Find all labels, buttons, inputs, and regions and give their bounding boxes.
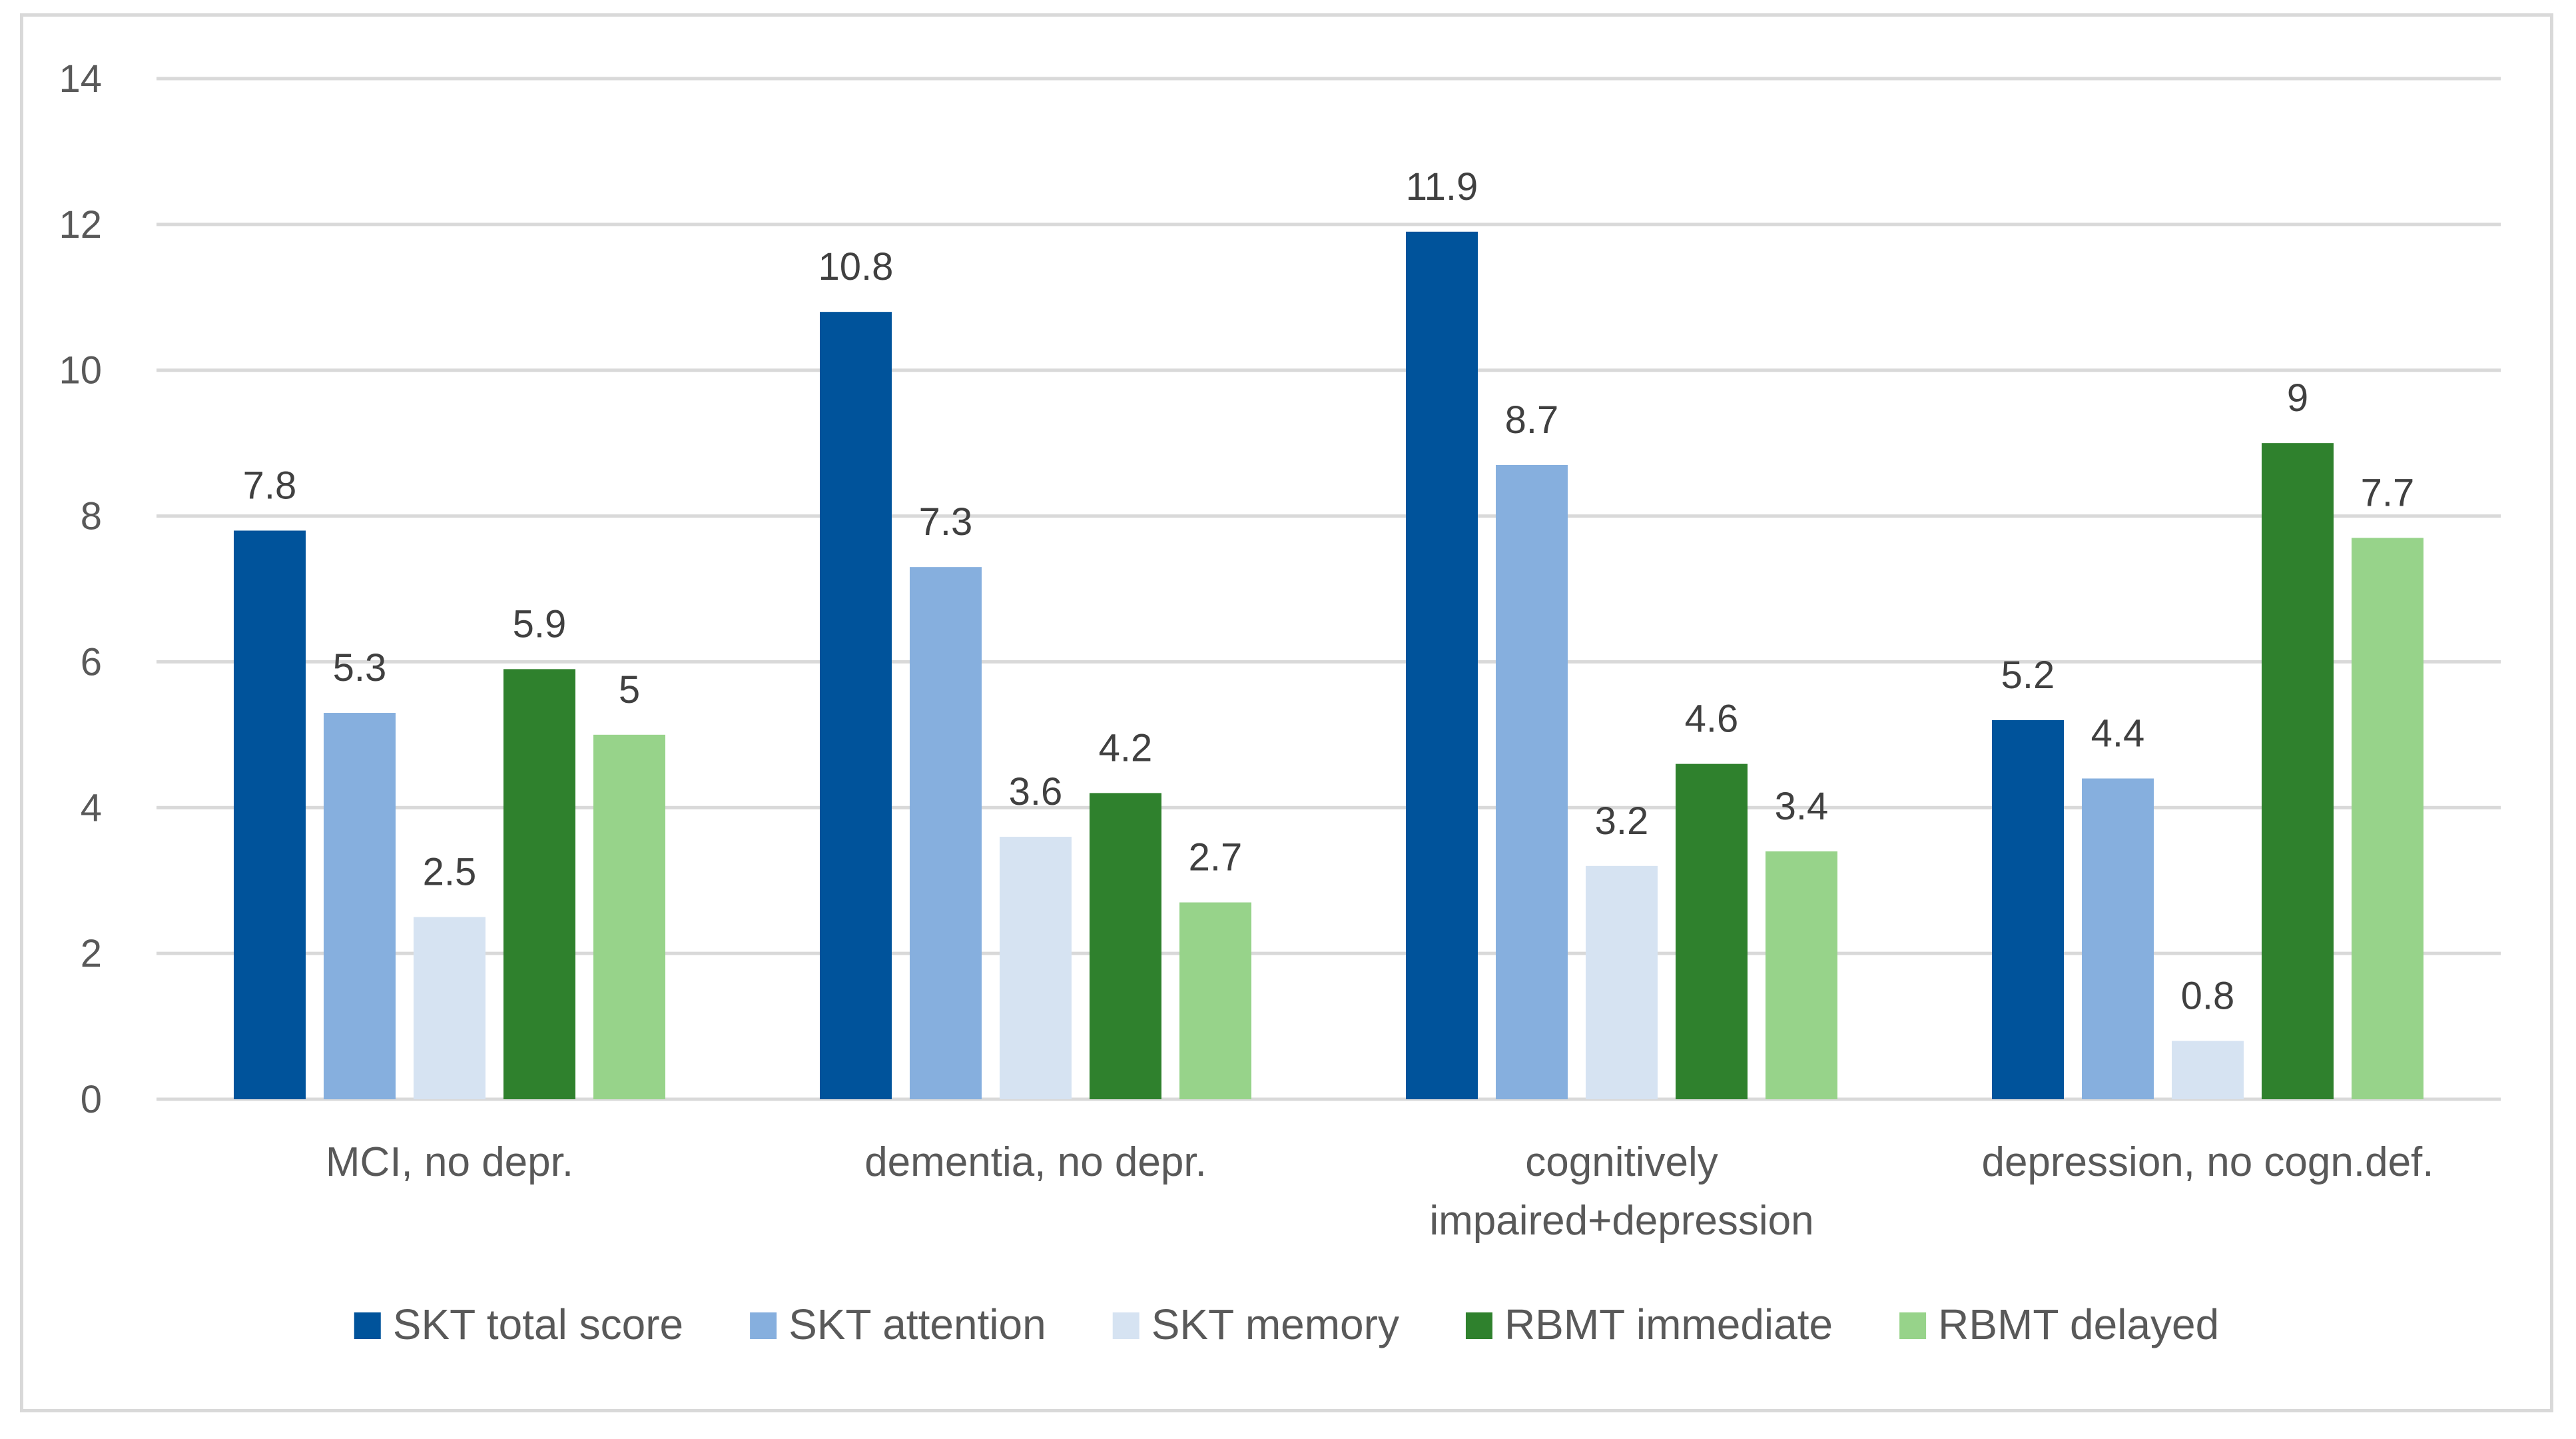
y-tick-label: 8 xyxy=(81,495,102,538)
legend-item: SKT memory xyxy=(1112,1300,1399,1348)
bar xyxy=(324,713,396,1099)
data-label: 8.7 xyxy=(1505,398,1559,442)
bar xyxy=(910,567,982,1099)
legend-swatch xyxy=(1112,1312,1139,1339)
data-label: 3.4 xyxy=(1775,785,1829,828)
x-category-label: MCI, no depr. xyxy=(326,1139,573,1185)
data-label: 7.8 xyxy=(243,464,297,507)
bar xyxy=(1766,851,1837,1099)
bar xyxy=(820,312,892,1100)
legend-swatch xyxy=(1899,1312,1927,1339)
data-label: 7.7 xyxy=(2361,471,2415,514)
legend-item: RBMT delayed xyxy=(1899,1300,2219,1348)
x-axis-categories: MCI, no depr. dementia, no depr. cognitive… xyxy=(326,1139,2434,1244)
data-label: 5.2 xyxy=(2001,654,2055,697)
legend-item: SKT attention xyxy=(750,1300,1046,1348)
chart-frame: 0 2 4 6 8 10 12 14 7.8 5.3 2.5 5.9 5 10.8 7.3 3.6 4.2 2.… xyxy=(20,13,2553,1412)
data-label: 2.7 xyxy=(1189,836,1243,879)
x-category-label: cognitively impaired+depression xyxy=(1429,1139,1813,1244)
legend: SKT total score SKT attention SKT memory RB… xyxy=(354,1300,2219,1348)
y-tick-label: 14 xyxy=(59,57,102,101)
data-label: 5 xyxy=(619,668,640,712)
legend-label: SKT attention xyxy=(789,1300,1046,1348)
x-category-label: depression, no cogn.def. xyxy=(1981,1139,2433,1185)
legend-label: SKT memory xyxy=(1151,1300,1399,1348)
bar xyxy=(593,734,665,1099)
data-label: 3.6 xyxy=(1009,770,1063,813)
y-tick-label: 6 xyxy=(81,640,102,684)
bar xyxy=(2262,443,2334,1099)
legend-label: RBMT delayed xyxy=(1938,1300,2219,1348)
bar xyxy=(2172,1041,2244,1099)
bars xyxy=(234,231,2423,1100)
bar xyxy=(1000,837,1072,1099)
data-label: 10.8 xyxy=(818,245,894,288)
y-tick-label: 10 xyxy=(59,349,102,392)
y-axis-ticks: 0 2 4 6 8 10 12 14 xyxy=(59,57,102,1121)
legend-swatch xyxy=(354,1312,381,1339)
data-label: 5.3 xyxy=(333,646,387,690)
data-label: 2.5 xyxy=(423,850,477,893)
data-label: 3.2 xyxy=(1595,799,1649,843)
legend-swatch xyxy=(1465,1312,1492,1339)
bar xyxy=(1406,231,1478,1099)
bar xyxy=(1496,464,1568,1099)
data-label: 9 xyxy=(2287,376,2308,420)
data-label: 4.6 xyxy=(1685,698,1739,741)
bar xyxy=(2082,778,2154,1099)
bar xyxy=(1992,720,2064,1099)
data-labels: 7.8 5.3 2.5 5.9 5 10.8 7.3 3.6 4.2 2.7 11.9 8.7 3.2 4… xyxy=(243,165,2415,1018)
bar xyxy=(414,917,485,1099)
x-category-label: dementia, no depr. xyxy=(864,1139,1207,1185)
legend-item: SKT total score xyxy=(354,1300,683,1348)
data-label: 5.9 xyxy=(513,602,567,646)
y-tick-label: 4 xyxy=(81,786,102,829)
y-tick-label: 2 xyxy=(81,932,102,975)
legend-item: RBMT immediate xyxy=(1465,1300,1833,1348)
data-label: 4.4 xyxy=(2091,712,2145,755)
data-label: 7.3 xyxy=(919,500,973,544)
legend-label: SKT total score xyxy=(393,1300,683,1348)
bar xyxy=(1090,793,1161,1099)
data-label: 4.2 xyxy=(1099,726,1153,769)
bar xyxy=(234,530,306,1099)
data-label: 0.8 xyxy=(2181,974,2235,1017)
data-label: 11.9 xyxy=(1406,165,1478,209)
bar xyxy=(503,669,575,1099)
bar xyxy=(1676,763,1748,1099)
bar xyxy=(1586,865,1658,1099)
legend-swatch xyxy=(750,1312,777,1339)
bar xyxy=(2352,538,2423,1099)
y-tick-label: 12 xyxy=(59,203,102,246)
bar-chart: 0 2 4 6 8 10 12 14 7.8 5.3 2.5 5.9 5 10.8 7.3 3.6 4.2 2.… xyxy=(59,57,2501,1348)
bar xyxy=(1179,902,1251,1099)
y-tick-label: 0 xyxy=(81,1078,102,1121)
legend-label: RBMT immediate xyxy=(1504,1300,1833,1348)
